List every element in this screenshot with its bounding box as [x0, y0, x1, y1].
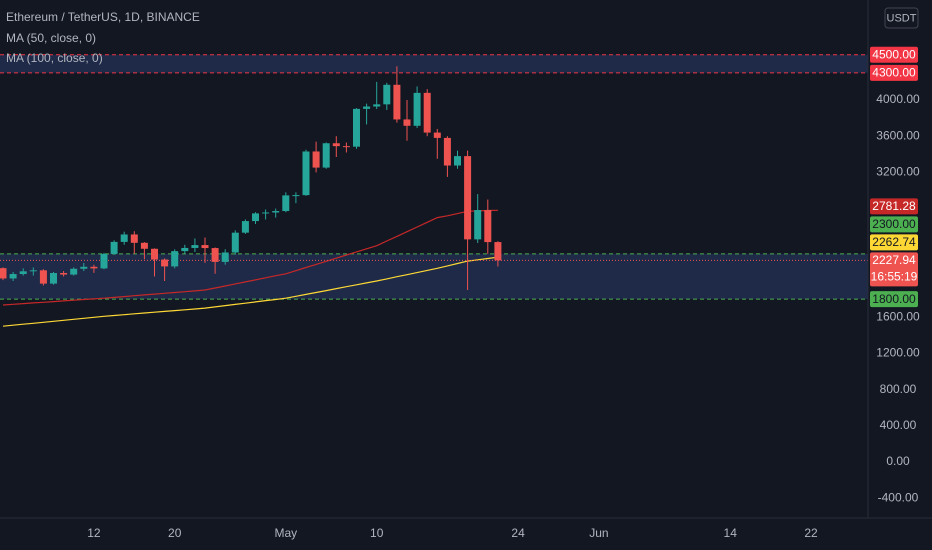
candle-body — [90, 266, 98, 269]
y-tick-label: 400.00 — [880, 418, 917, 432]
candle-body — [494, 242, 502, 261]
candle-body — [151, 248, 158, 260]
candle-body — [393, 84, 401, 120]
candle-body — [373, 104, 381, 107]
zone — [0, 54, 868, 73]
x-tick-label: 20 — [168, 526, 182, 540]
zone — [0, 253, 868, 300]
legend-entry: MA (100, close, 0) — [6, 51, 103, 65]
y-tick-label: 3600.00 — [876, 128, 920, 142]
candle-body — [342, 146, 350, 148]
candle-body — [60, 273, 68, 275]
y-tick-label: 4000.00 — [876, 92, 920, 106]
price-tag — [870, 234, 918, 251]
candle-body — [433, 132, 441, 138]
price-tag-label: 2781.28 — [872, 199, 916, 213]
y-tick-label: 1600.00 — [876, 309, 920, 323]
candle-body — [29, 270, 37, 272]
candle-body — [100, 253, 108, 269]
candle-body — [231, 232, 239, 253]
candle-body — [191, 245, 199, 248]
candle-body — [443, 137, 451, 166]
x-tick-label: 22 — [804, 526, 818, 540]
candle-body — [161, 259, 169, 267]
candle-body — [0, 268, 7, 279]
candle-body — [80, 266, 88, 269]
candle-body — [50, 273, 57, 284]
candle-body — [363, 106, 371, 109]
candle-body — [353, 108, 360, 147]
price-tag — [870, 46, 918, 63]
x-tick-label: 12 — [87, 526, 101, 540]
candle-body — [423, 92, 431, 133]
candle-body — [181, 247, 189, 252]
x-tick-label: Jun — [589, 526, 608, 540]
y-tick-label: 0.00 — [886, 454, 910, 468]
price-tag — [870, 198, 918, 215]
candle-body — [262, 212, 270, 214]
candle-body — [140, 242, 148, 249]
price-tag — [870, 216, 918, 233]
candle-body — [474, 210, 482, 240]
candle-body — [332, 143, 340, 147]
candle-body — [221, 252, 229, 262]
chart-title: Ethereum / TetherUS, 1D, BINANCE — [6, 10, 200, 24]
x-tick-label: 24 — [511, 526, 525, 540]
countdown: 16:55:19 — [871, 270, 918, 284]
legend-entry: MA (50, close, 0) — [6, 31, 96, 45]
price-tag-label: 2227.94 — [872, 253, 916, 267]
price-tag-label: 4300.00 — [872, 66, 916, 80]
price-tag-label: 2262.74 — [872, 235, 916, 249]
currency-button[interactable] — [884, 7, 919, 29]
y-tick-label: 3200.00 — [876, 165, 920, 179]
candle-body — [211, 248, 219, 262]
candle-body — [130, 234, 138, 243]
candle-body — [383, 84, 391, 105]
y-tick-label: 1200.00 — [876, 346, 920, 360]
y-tick-label: -400.00 — [878, 490, 919, 504]
candle-body — [171, 251, 179, 267]
candle-body — [272, 211, 280, 213]
candle-body — [110, 241, 118, 254]
candle-body — [413, 92, 421, 126]
candle-body — [70, 268, 78, 275]
candle-body — [302, 151, 310, 196]
candle-body — [39, 270, 47, 284]
candle-body — [241, 221, 249, 233]
candle-body — [292, 195, 300, 197]
candle-body — [120, 234, 128, 242]
ma-line — [2, 209, 498, 306]
x-tick-label: 14 — [724, 526, 738, 540]
candle-body — [201, 245, 209, 249]
candle-body — [312, 151, 320, 168]
price-tag — [870, 64, 918, 81]
x-tick-label: May — [274, 526, 297, 540]
candle-body — [464, 156, 472, 240]
price-tag — [870, 252, 918, 287]
candle-body — [454, 156, 461, 166]
candle-body — [19, 271, 27, 275]
price-tag-label: 2300.00 — [872, 217, 916, 231]
currency-label[interactable]: USDT — [887, 12, 917, 24]
y-tick-label: 800.00 — [880, 382, 917, 396]
candle-body — [484, 210, 492, 243]
candle-body — [282, 195, 290, 212]
price-tag-label: 1800.00 — [872, 292, 916, 306]
candle-body — [403, 119, 411, 126]
candle-body — [252, 213, 259, 222]
candle-body — [9, 274, 17, 279]
price-tag-label: 4500.00 — [872, 47, 916, 61]
candle-body — [322, 143, 330, 168]
price-tag — [870, 291, 918, 308]
x-tick-label: 10 — [370, 526, 384, 540]
ma-line — [2, 256, 498, 327]
